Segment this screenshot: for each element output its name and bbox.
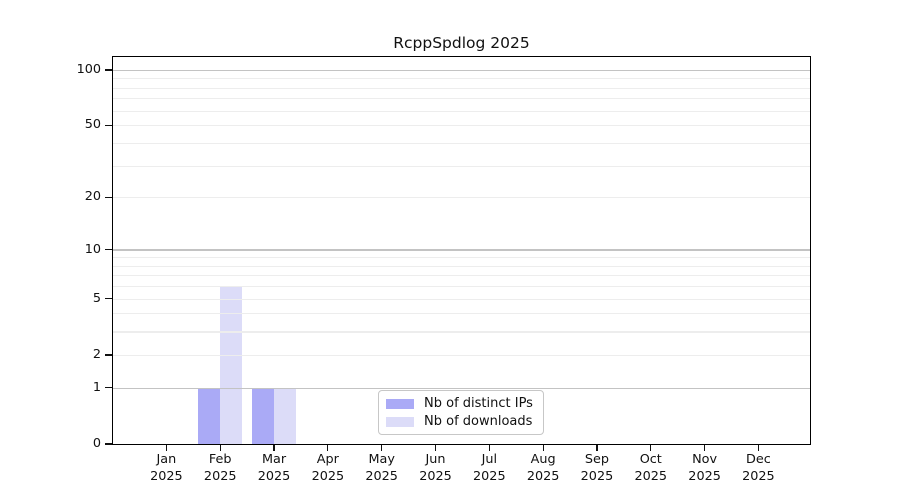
x-tick-nov bbox=[704, 444, 706, 451]
x-tick-aug bbox=[542, 444, 544, 451]
minor-gridline-7 bbox=[112, 275, 810, 277]
major-gridline-1 bbox=[112, 387, 810, 389]
legend-item-downloads: Nb of downloads bbox=[386, 414, 535, 430]
x-tick-label-jun: Jun 2025 bbox=[419, 452, 452, 484]
x-tick-feb bbox=[219, 444, 221, 451]
minor-gridline-6 bbox=[112, 286, 810, 288]
y-tick-10 bbox=[105, 249, 112, 251]
minor-gridline-2 bbox=[112, 354, 810, 356]
y-tick-label-100: 100 bbox=[76, 62, 101, 77]
minor-gridline-30 bbox=[112, 165, 810, 167]
bar-downloads-feb bbox=[220, 286, 242, 444]
y-tick-2 bbox=[105, 354, 112, 356]
y-tick-label-20: 20 bbox=[84, 189, 101, 205]
y-tick-20 bbox=[105, 196, 112, 198]
chart-title: RcppSpdlog 2025 bbox=[393, 34, 530, 52]
y-tick-label-2: 2 bbox=[92, 346, 101, 362]
x-tick-label-aug: Aug 2025 bbox=[526, 452, 560, 484]
x-tick-mar bbox=[273, 444, 275, 451]
y-tick-label-50: 50 bbox=[84, 117, 101, 133]
y-tick-1 bbox=[105, 387, 112, 389]
x-tick-may bbox=[381, 444, 383, 451]
bar-distinct-ips-mar bbox=[252, 387, 274, 444]
x-tick-label-feb: Feb 2025 bbox=[203, 452, 237, 484]
minor-gridline-9 bbox=[112, 257, 810, 259]
x-tick-label-sep: Sep 2025 bbox=[580, 452, 614, 484]
x-tick-label-oct: Oct 2025 bbox=[634, 452, 668, 484]
x-tick-jan bbox=[165, 444, 167, 451]
major-gridline-100 bbox=[112, 69, 810, 71]
x-tick-label-jul: Jul 2025 bbox=[473, 452, 506, 484]
minor-gridline-80 bbox=[112, 87, 810, 89]
y-tick-label-0: 0 bbox=[92, 436, 101, 451]
minor-gridline-4 bbox=[112, 313, 810, 315]
minor-gridline-40 bbox=[112, 142, 810, 144]
y-tick-label-1: 1 bbox=[92, 379, 101, 395]
legend-item-distinct-ips: Nb of distinct IPs bbox=[386, 396, 535, 412]
bar-downloads-mar bbox=[273, 387, 296, 444]
x-tick-dec bbox=[757, 444, 759, 451]
x-tick-oct bbox=[650, 444, 652, 451]
major-gridline-10 bbox=[112, 249, 810, 251]
legend-swatch-distinct-ips bbox=[386, 399, 414, 409]
minor-gridline-50 bbox=[112, 125, 810, 127]
x-tick-label-jan: Jan 2025 bbox=[150, 452, 183, 484]
x-tick-label-dec: Dec 2025 bbox=[742, 452, 775, 484]
x-tick-sep bbox=[596, 444, 598, 451]
x-tick-jun bbox=[434, 444, 437, 451]
x-tick-label-nov: Nov 2025 bbox=[688, 452, 721, 484]
y-tick-100 bbox=[105, 69, 112, 71]
x-tick-label-may: May 2025 bbox=[365, 452, 398, 484]
x-tick-jul bbox=[488, 444, 490, 451]
y-tick-label-10: 10 bbox=[84, 241, 101, 257]
x-tick-apr bbox=[327, 444, 329, 451]
plot-area bbox=[111, 55, 811, 445]
minor-gridline-90 bbox=[112, 78, 810, 80]
legend: Nb of distinct IPs Nb of downloads bbox=[378, 390, 544, 435]
minor-gridline-8 bbox=[112, 265, 810, 267]
legend-label-distinct-ips: Nb of distinct IPs bbox=[424, 396, 533, 411]
legend-swatch-downloads bbox=[386, 417, 414, 427]
minor-gridline-3 bbox=[112, 331, 810, 333]
y-tick-5 bbox=[105, 298, 112, 300]
y-tick-50 bbox=[105, 124, 112, 126]
legend-label-downloads: Nb of downloads bbox=[424, 414, 533, 429]
minor-gridline-5 bbox=[112, 298, 810, 300]
x-tick-label-apr: Apr 2025 bbox=[311, 452, 345, 484]
y-tick-0 bbox=[105, 443, 112, 445]
minor-gridline-20 bbox=[112, 197, 810, 199]
x-tick-label-mar: Mar 2025 bbox=[257, 452, 291, 484]
minor-gridline-60 bbox=[112, 110, 810, 112]
minor-gridline-70 bbox=[112, 98, 810, 100]
y-tick-label-5: 5 bbox=[92, 290, 101, 306]
bar-distinct-ips-feb bbox=[198, 387, 220, 444]
